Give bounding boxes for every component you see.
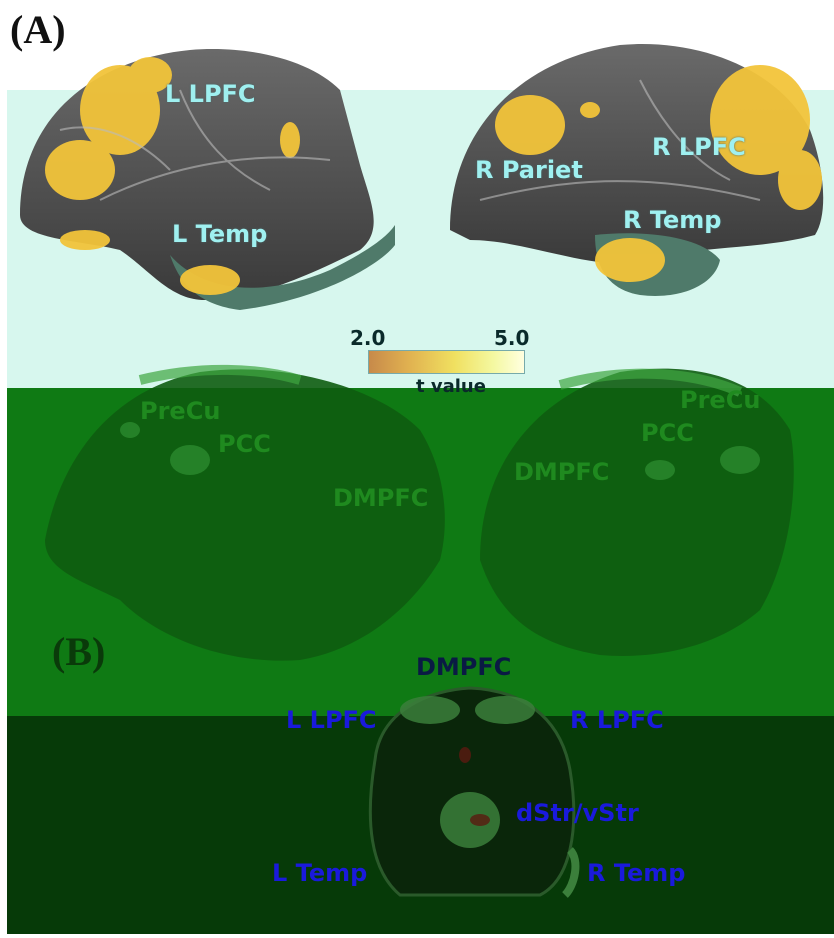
label-r-dmpfc: DMPFC [514,458,610,486]
label-r-temp: R Temp [623,206,722,234]
label-b-r-temp: R Temp [587,859,686,887]
colorbar-max-label: 5.0 [494,326,530,350]
label-l-dmpfc: DMPFC [333,484,429,512]
label-b-l-temp: L Temp [272,859,368,887]
colorbar-title: t value [416,376,486,397]
label-b-l-lpfc: L LPFC [286,706,377,734]
label-r-lpfc: R LPFC [652,133,746,161]
label-l-pcc: PCC [218,430,271,458]
label-r-precu: PreCu [680,386,761,414]
label-r-pariet: R Pariet [475,156,583,184]
label-r-pcc: PCC [641,419,694,447]
label-b-dstr-vstr: dStr/vStr [516,799,639,827]
colorbar-gradient [368,350,525,374]
label-l-lpfc: L LPFC [165,80,256,108]
label-b-r-lpfc: R LPFC [570,706,664,734]
panel-b-label: (B) [52,629,106,674]
panel-a-label: (A) [10,7,66,52]
label-l-temp: L Temp [172,220,268,248]
colorbar: 2.0 5.0 t value [346,326,536,397]
label-b-dmpfc: DMPFC [416,653,512,681]
label-l-precu: PreCu [140,397,221,425]
colorbar-min-label: 2.0 [350,326,386,350]
